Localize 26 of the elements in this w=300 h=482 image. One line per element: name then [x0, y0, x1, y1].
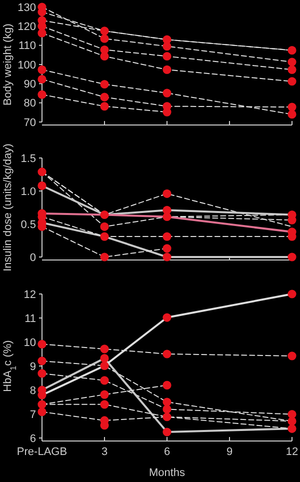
y-tick-label: 8: [30, 384, 36, 397]
y-tick-label: 1.5: [20, 152, 36, 165]
y-tick-label: 90: [24, 78, 36, 91]
y-tick-label: 9: [30, 360, 36, 373]
y-axis-title: Body weight (kg): [2, 24, 14, 106]
y-tick-label: 0.5: [20, 218, 36, 231]
y-tick-label: 120: [18, 21, 36, 34]
y-tick-label: 100: [18, 59, 36, 72]
x-tick-label: 6: [164, 446, 170, 458]
y-tick-label: 70: [24, 116, 36, 129]
x-axis-title: Months: [148, 467, 186, 479]
y-tick-label: 110: [18, 40, 36, 52]
y-tick-label: 80: [24, 98, 36, 110]
x-tick-label: 12: [286, 446, 298, 458]
y-tick-label: 0: [30, 252, 36, 264]
y-tick-label: 130: [18, 2, 36, 14]
y-axis-title: Insulin dose (units/kg/day): [2, 144, 14, 272]
y-tick-label: 7: [30, 408, 36, 421]
y-tick-label: 6: [30, 432, 36, 445]
y-tick-label: 1.0: [20, 186, 36, 198]
x-tick-label: Pre-LAGB: [16, 446, 68, 458]
y-tick-label: 12: [24, 288, 36, 301]
y-tick-label: 11: [24, 312, 36, 325]
y-tick-label: 10: [24, 336, 36, 349]
x-tick-label: 9: [226, 446, 233, 458]
x-tick-label: 3: [101, 446, 108, 458]
